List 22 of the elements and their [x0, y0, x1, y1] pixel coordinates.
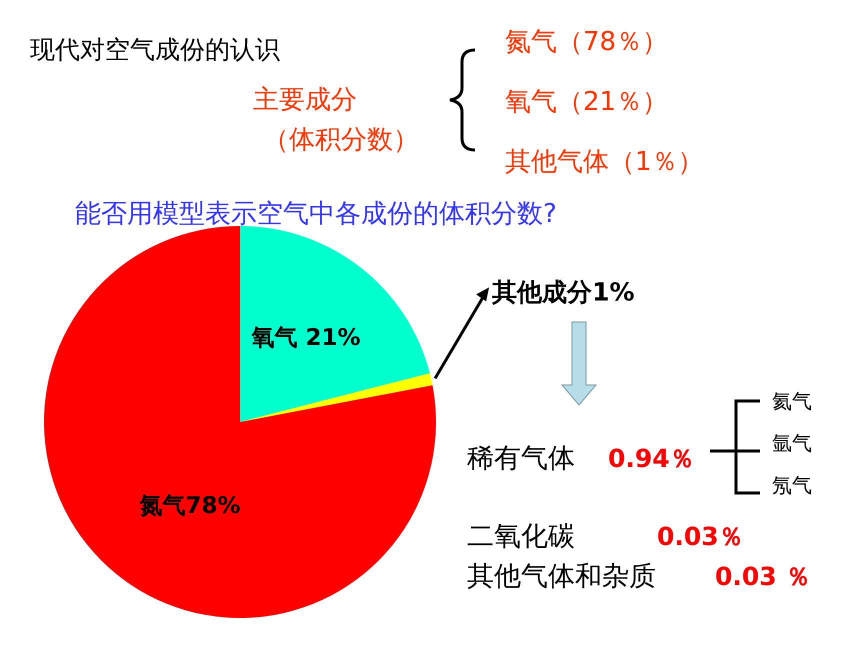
slice-label: 其他成分1% — [491, 277, 635, 306]
text: 氩气 — [772, 431, 812, 455]
pie-slice — [44, 226, 436, 618]
text: 氧气（21％） — [505, 87, 668, 117]
text: 氖气 — [772, 473, 812, 497]
chart-subtitle: 能否用模型表示空气中各成份的体积分数? — [75, 199, 557, 229]
text: 0.94％ — [608, 444, 695, 473]
text: 氮气（78％） — [505, 27, 668, 57]
text: 其他气体和杂质 — [467, 561, 656, 592]
text: 二氧化碳 — [467, 521, 575, 552]
text: 氦气 — [772, 389, 812, 413]
text: 其他气体（1％） — [505, 147, 704, 177]
chart-title: 现代对空气成份的认识 — [30, 35, 280, 64]
slice-label: 氮气78% — [138, 493, 241, 520]
pie-slice — [240, 373, 433, 422]
slice-label: 氧气 21% — [250, 324, 361, 351]
text: 0.03 ％ — [715, 562, 810, 591]
text: （体积分数） — [263, 125, 419, 155]
pie-slice — [240, 226, 430, 422]
text: 主要成分 — [253, 85, 357, 115]
text: 0.03％ — [657, 522, 744, 551]
text: 稀有气体 — [467, 443, 575, 474]
